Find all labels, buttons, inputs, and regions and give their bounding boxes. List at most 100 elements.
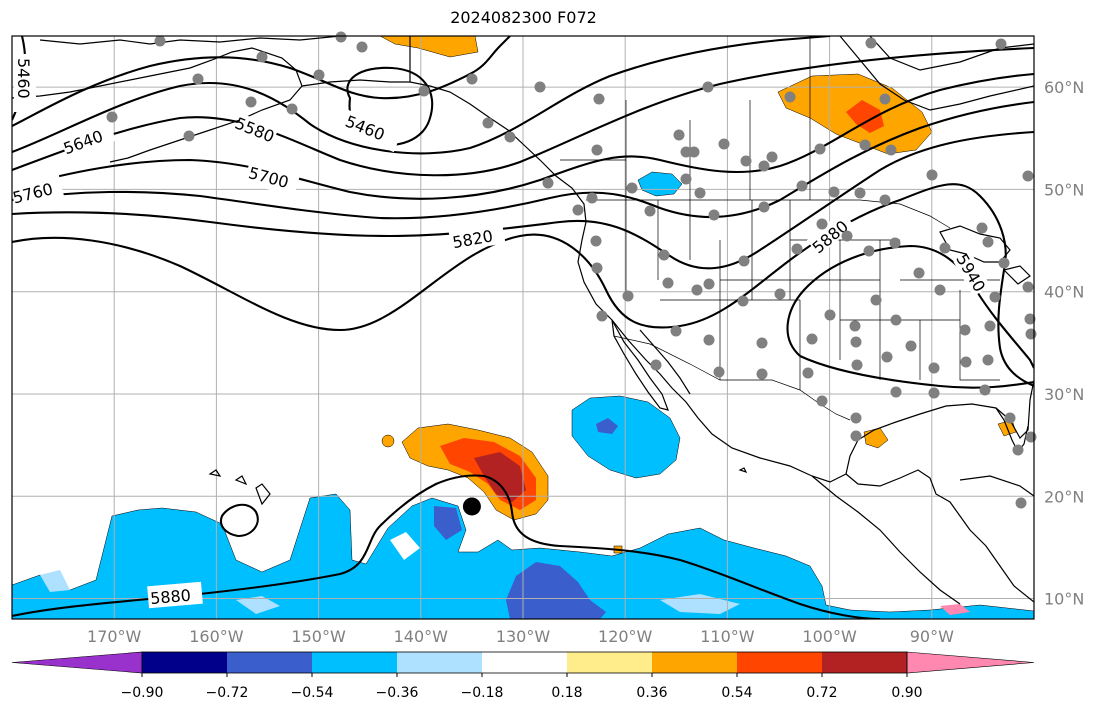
station-dot xyxy=(1022,281,1034,293)
height-contour xyxy=(12,36,831,155)
station-dot xyxy=(881,351,893,363)
great-lakes xyxy=(1002,265,1031,285)
longitude-tick-label: 110°W xyxy=(700,627,755,646)
station-dot xyxy=(1022,170,1034,182)
colorbar-segment xyxy=(397,652,482,673)
map-title: 2024082300 F072 xyxy=(450,8,597,27)
colorbar-segment xyxy=(142,652,227,673)
station-dot xyxy=(959,324,971,336)
colorbar-segment xyxy=(227,652,312,673)
longitude-tick-label: 90°W xyxy=(910,627,954,646)
longitude-tick-label: 100°W xyxy=(802,627,857,646)
colorbar-tick-label: −0.90 xyxy=(121,685,164,701)
station-dot xyxy=(859,139,871,151)
station-dot xyxy=(740,155,752,167)
station-dot xyxy=(766,151,778,163)
station-dot xyxy=(928,362,940,374)
us-mexico-border xyxy=(613,335,851,421)
station-dot xyxy=(850,412,862,424)
latitude-tick-label: 60°N xyxy=(1044,78,1084,97)
gulf-of-california-coast xyxy=(639,329,691,395)
station-dot xyxy=(673,129,685,141)
longitude-tick-label: 120°W xyxy=(598,627,653,646)
colorbar-tick-label: 0.54 xyxy=(721,685,752,701)
station-dot xyxy=(774,288,786,300)
station-dot xyxy=(928,387,940,399)
station-dot xyxy=(806,333,818,345)
strong-negative-anomaly-area xyxy=(506,562,606,619)
station-dot xyxy=(183,130,195,142)
hudson-bay-inner xyxy=(869,36,1034,71)
station-dot xyxy=(982,354,994,366)
height-contour xyxy=(12,130,1034,270)
hawaii-islands xyxy=(208,469,271,506)
colorbar-segment xyxy=(822,652,907,673)
station-dot xyxy=(713,366,725,378)
station-dot xyxy=(482,117,494,129)
station-dot xyxy=(879,194,891,206)
station-dot xyxy=(335,31,347,43)
us-canada-border xyxy=(586,199,951,229)
colorbar-extend-high xyxy=(906,651,1035,674)
great-lakes xyxy=(939,225,1011,263)
station-dot xyxy=(703,278,715,290)
station-dot xyxy=(758,160,770,172)
contour-label: 5880 xyxy=(149,586,191,608)
longitude-tick-label: 150°W xyxy=(291,627,346,646)
baja-california-coast xyxy=(611,319,669,411)
storm-center-marker xyxy=(462,497,481,516)
station-dot xyxy=(995,38,1007,50)
canada-borders xyxy=(560,36,811,200)
white-gap-area xyxy=(390,532,420,560)
map-frame xyxy=(11,35,1035,620)
station-dot xyxy=(596,310,608,322)
station-dot xyxy=(534,81,546,93)
station-dot xyxy=(1025,328,1037,340)
station-dot xyxy=(976,222,988,234)
station-dot xyxy=(850,336,862,348)
station-dot xyxy=(851,359,863,371)
station-dot xyxy=(192,73,204,85)
station-dot xyxy=(106,111,118,123)
station-dot xyxy=(694,187,706,199)
station-dot xyxy=(828,186,840,198)
latitude-tick-label: 10°N xyxy=(1044,590,1084,609)
height-contour xyxy=(12,46,1034,177)
alaska-south-coast xyxy=(301,79,410,87)
height-contour xyxy=(786,244,1034,369)
station-dot xyxy=(816,395,828,407)
station-dot xyxy=(890,386,902,398)
station-dot xyxy=(572,204,584,216)
yucatan-coast xyxy=(845,469,1034,603)
contour-label: 5460 xyxy=(14,58,33,99)
alaska-north-coast xyxy=(39,36,341,45)
station-dot xyxy=(591,262,603,274)
contour-label: 5640 xyxy=(61,126,106,158)
positive-anomaly-area xyxy=(379,36,479,58)
latitude-labels: 10°N 20°N 30°N 40°N 50°N 60°N xyxy=(1044,78,1084,608)
station-dot xyxy=(913,267,925,279)
station-dot xyxy=(286,103,298,115)
station-dot xyxy=(870,294,882,306)
station-dot xyxy=(758,201,770,213)
station-dot xyxy=(1015,497,1027,509)
station-dot xyxy=(979,384,991,396)
station-dot xyxy=(593,93,605,105)
station-dot xyxy=(680,146,692,158)
latitude-tick-label: 30°N xyxy=(1044,385,1084,404)
colorbar: −0.90 −0.72 −0.54 −0.36 −0.18 0.18 0.36 0.54 0.7… xyxy=(11,651,1035,701)
station-dot xyxy=(418,85,430,97)
light-negative-anomaly-area xyxy=(940,604,970,615)
station-dot xyxy=(849,320,861,332)
station-dot xyxy=(863,245,875,257)
station-dot xyxy=(984,320,996,332)
station-dot xyxy=(650,359,662,371)
latitude-tick-label: 50°N xyxy=(1044,180,1084,199)
station-dot xyxy=(626,182,638,194)
north-america-coastline xyxy=(409,36,1034,483)
station-dot xyxy=(934,284,946,296)
station-dot xyxy=(756,337,768,349)
station-dot xyxy=(960,356,972,368)
station-dot xyxy=(879,93,891,105)
station-dot xyxy=(718,138,730,150)
